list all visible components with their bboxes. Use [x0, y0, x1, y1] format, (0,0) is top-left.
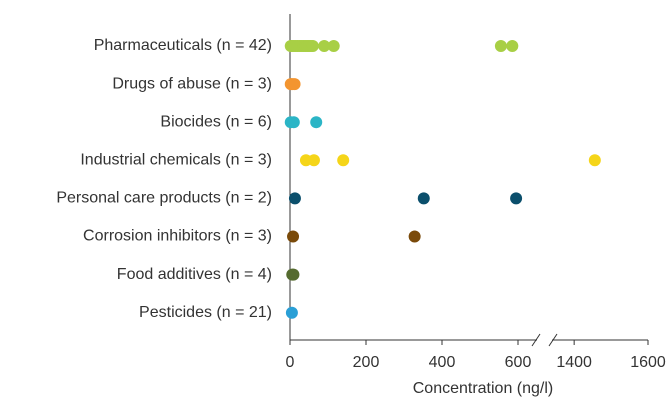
axis-break: [548, 333, 558, 347]
category-label: Personal care products (n = 2): [56, 190, 272, 207]
x-tick-label: 1600: [630, 354, 666, 371]
dot: [307, 154, 320, 167]
dot: [310, 116, 323, 129]
dot: [285, 306, 298, 319]
dot: [510, 192, 523, 205]
category-label: Industrial chemicals (n = 3): [80, 152, 272, 169]
dot: [306, 40, 319, 52]
dot: [287, 230, 300, 243]
category-label: Drugs of abuse (n = 3): [112, 75, 272, 92]
x-tick-label: 200: [353, 354, 380, 371]
axis-break: [531, 333, 541, 347]
x-axis-label: Concentration (ng/l): [413, 380, 554, 397]
dot: [288, 78, 301, 91]
dot: [327, 40, 340, 52]
category-label: Food additives (n = 4): [117, 266, 272, 283]
dot: [318, 40, 331, 52]
dot: [506, 40, 519, 52]
category-label: Corrosion inhibitors (n = 3): [83, 228, 272, 245]
dot: [588, 154, 601, 167]
category-label: Pharmaceuticals (n = 42): [94, 37, 272, 54]
category-label: Pesticides (n = 21): [139, 304, 272, 321]
category-label: Biocides (n = 6): [160, 113, 272, 130]
dot: [417, 192, 430, 205]
dot: [408, 230, 421, 243]
x-tick-label: 0: [286, 354, 295, 371]
x-tick-label: 400: [429, 354, 456, 371]
dot: [494, 40, 507, 52]
x-tick-label: 1400: [556, 354, 592, 371]
dot: [287, 268, 300, 281]
dot: [287, 116, 300, 129]
dot: [288, 192, 301, 205]
x-tick-label: 600: [505, 354, 532, 371]
dot: [337, 154, 350, 167]
